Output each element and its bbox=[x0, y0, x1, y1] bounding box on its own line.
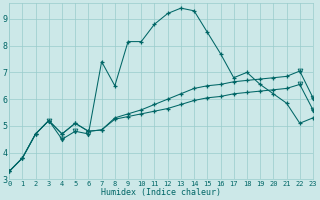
X-axis label: Humidex (Indice chaleur): Humidex (Indice chaleur) bbox=[101, 188, 221, 197]
